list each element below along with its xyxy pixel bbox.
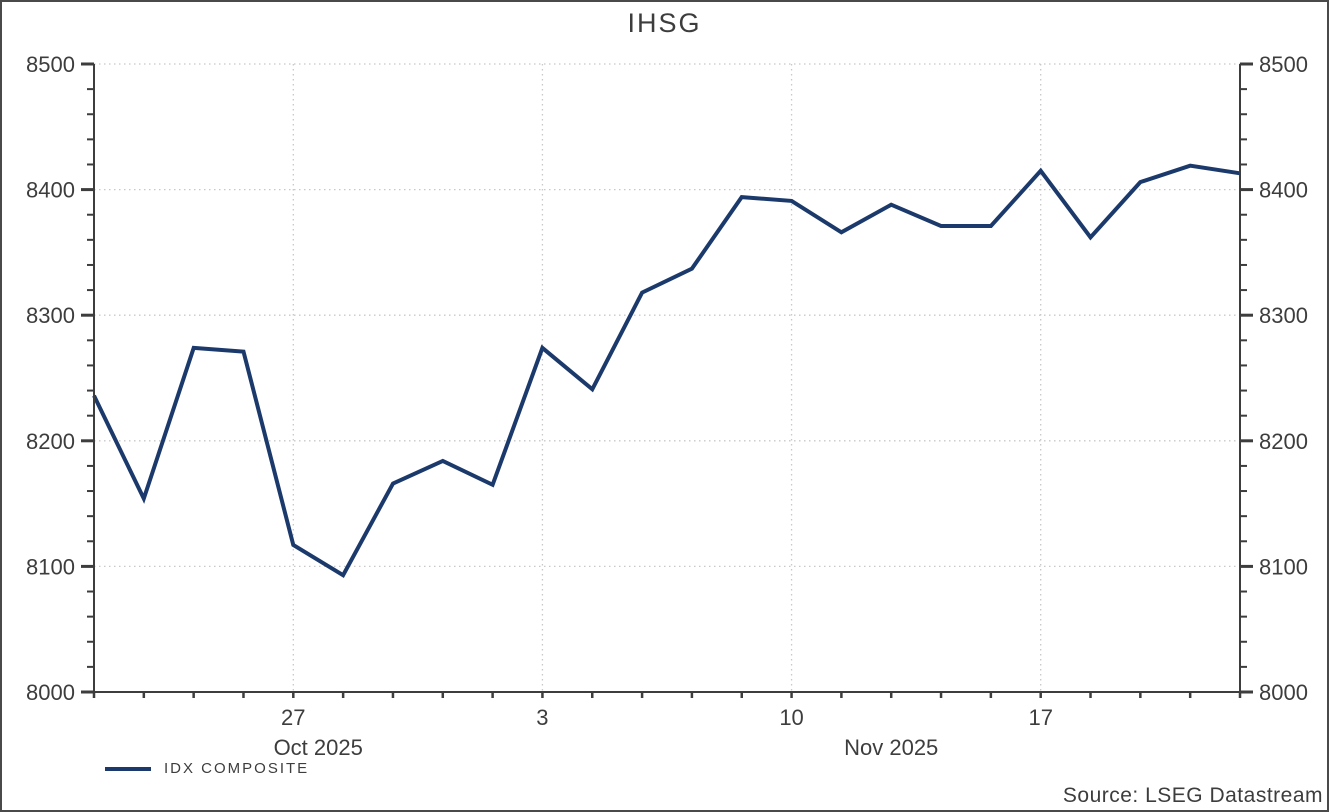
x-axis-labels: 27 3 10 17 Oct 2025 Nov 2025 bbox=[274, 705, 1053, 760]
chart-title: IHSG bbox=[627, 8, 702, 38]
y-axis-label-right: 8000 bbox=[1259, 680, 1308, 705]
source-credit: Source: LSEG Datastream bbox=[1062, 784, 1323, 807]
axes: 8000 8000 8100 8100 8200 8200 8300 8300 8400 8400… bbox=[26, 52, 1308, 705]
y-axis-label-left: 8000 bbox=[26, 680, 75, 705]
y-axis-label-right: 8500 bbox=[1259, 52, 1308, 77]
y-axis-label-right: 8100 bbox=[1259, 554, 1308, 579]
y-axis-label-left: 8500 bbox=[26, 52, 75, 77]
y-axis-label-left: 8300 bbox=[26, 303, 75, 328]
x-tick-label: 27 bbox=[281, 705, 305, 730]
x-tick-label: 17 bbox=[1028, 705, 1052, 730]
series-line-idx-composite bbox=[92, 163, 1241, 578]
x-month-label: Oct 2025 bbox=[274, 735, 363, 760]
y-axis-label-left: 8100 bbox=[26, 554, 75, 579]
y-axis-label-right: 8400 bbox=[1259, 178, 1308, 203]
y-axis-label-left: 8400 bbox=[26, 178, 75, 203]
y-axis-label-left: 8200 bbox=[26, 429, 75, 454]
x-tick-label: 10 bbox=[779, 705, 803, 730]
x-month-label: Nov 2025 bbox=[844, 735, 938, 760]
x-tick-label: 3 bbox=[536, 705, 548, 730]
y-axis-label-right: 8200 bbox=[1259, 429, 1308, 454]
legend: IDX COMPOSITE bbox=[105, 760, 309, 777]
y-axis-label-right: 8300 bbox=[1259, 303, 1308, 328]
gridlines bbox=[94, 63, 1240, 692]
legend-line-icon bbox=[105, 766, 151, 771]
legend-label: IDX COMPOSITE bbox=[164, 760, 310, 777]
